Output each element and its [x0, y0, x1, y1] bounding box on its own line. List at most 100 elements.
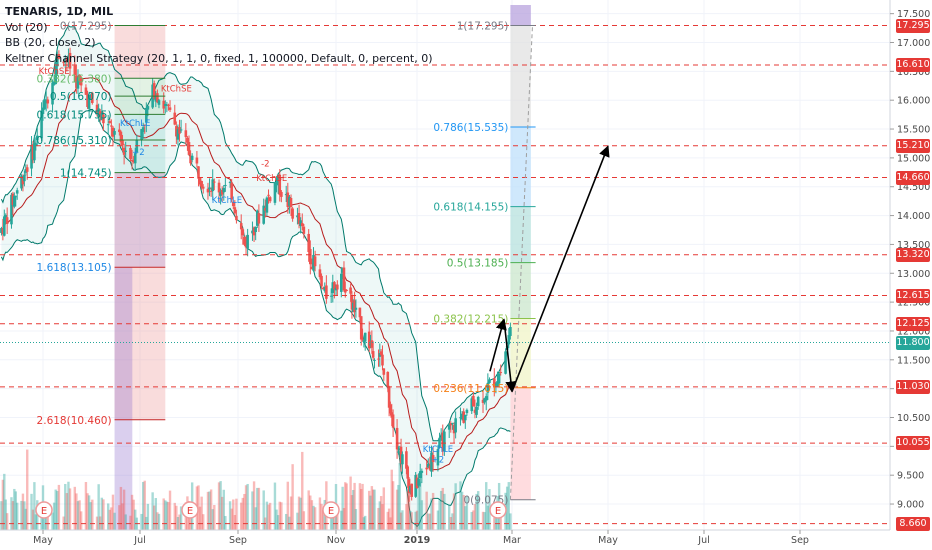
volume-bar [153, 505, 156, 530]
earnings-marker[interactable]: E [35, 501, 53, 519]
earnings-marker[interactable]: E [489, 501, 507, 519]
volume-bar [1, 479, 5, 530]
price-axis-label: 12.000 [897, 326, 930, 337]
volume-bar [141, 481, 145, 530]
price-axis-label: 16.500 [897, 67, 930, 78]
volume-bar [44, 512, 48, 530]
keltner-indicator-label[interactable]: Keltner Channel Strategy (20, 1, 1, 0, f… [5, 51, 433, 65]
volume-bar [67, 481, 70, 530]
bollinger-indicator-label[interactable]: BB (20, close, 2) [5, 36, 96, 49]
candle-body [345, 289, 348, 291]
volume-bar [51, 512, 54, 530]
volume-bar [129, 515, 132, 530]
earnings-marker[interactable]: E [322, 501, 340, 519]
candle-body [175, 126, 178, 137]
volume-bar [409, 510, 412, 530]
volume-bar [370, 486, 374, 530]
volume-bar [30, 493, 33, 530]
candle-body [454, 418, 457, 433]
signal-label: KtChSE [39, 67, 70, 77]
candle-body [43, 99, 46, 110]
time-axis-label: 2019 [404, 535, 430, 546]
svg-text:E: E [41, 506, 47, 517]
price-axis-label: 17.000 [897, 38, 930, 49]
candle-body [321, 287, 325, 290]
fib-right-label: 0.382(12.215) [433, 314, 508, 326]
candle-body [76, 77, 80, 89]
volume-bar [213, 504, 216, 530]
candle-body [494, 383, 498, 386]
candle-body [15, 190, 19, 194]
volume-indicator-label[interactable]: Vol (20) [5, 20, 48, 34]
candle-body [318, 269, 322, 278]
price-tag: 10.055 [896, 436, 930, 451]
candle-body [162, 100, 166, 109]
volume-bar [448, 504, 451, 530]
volume-bar [286, 481, 290, 530]
volume-bar [439, 490, 443, 530]
candle-body [163, 104, 167, 106]
candle-body [67, 55, 70, 63]
candle-body [198, 177, 202, 185]
candle-body [441, 432, 445, 452]
volume-bar [291, 464, 294, 530]
volume-bar [254, 507, 257, 530]
candle-body [425, 467, 428, 470]
price-tag: 14.660 [896, 170, 930, 185]
volume-bar [178, 514, 181, 530]
candle-body [189, 155, 192, 164]
candle-body [452, 425, 456, 434]
candle-body [325, 285, 328, 299]
candle-body [108, 121, 112, 123]
candle-body [331, 282, 335, 294]
volume-bar [371, 489, 375, 530]
fib-zone [114, 25, 166, 79]
volume-bar [493, 517, 496, 530]
volume-bar [505, 486, 509, 530]
price-tag: 15.210 [896, 138, 930, 153]
volume-bar [483, 512, 486, 530]
volume-bar [301, 451, 304, 530]
candle-body [378, 353, 382, 357]
volume-bar [341, 486, 344, 530]
candle-body [264, 207, 267, 211]
candle-body [486, 382, 490, 393]
volume-bar [470, 511, 473, 530]
volume-bar [46, 515, 49, 530]
volume-bar [410, 512, 413, 530]
candle-body [484, 396, 488, 401]
fib-left-label: 0.382(16.380) [37, 73, 112, 85]
fib-zone [114, 172, 166, 420]
candle-body [296, 215, 299, 218]
volume-bar [57, 484, 61, 530]
candle-body [308, 249, 312, 265]
candle-body [397, 451, 400, 453]
candle-body [399, 446, 403, 464]
volume-bar [360, 489, 363, 530]
candle-body [359, 316, 363, 340]
earnings-marker[interactable]: E [181, 501, 199, 519]
candle-body [363, 332, 367, 342]
candle-body [129, 147, 132, 159]
candle-body [167, 104, 170, 106]
volume-bar [79, 511, 83, 530]
candle-body [230, 182, 233, 200]
candle-body [391, 414, 395, 428]
volume-bar [378, 501, 382, 530]
volume-bar [176, 517, 180, 530]
volume-bar [211, 509, 214, 530]
volume-bar [373, 489, 376, 530]
candle-body [212, 181, 216, 183]
volume-bar [11, 501, 15, 530]
volume-bar [244, 485, 248, 530]
candle-body [379, 351, 383, 355]
candle-body [195, 157, 199, 164]
volume-bar [262, 490, 265, 530]
volume-bar [420, 500, 424, 530]
candle-body [370, 340, 374, 348]
candle-body [310, 266, 314, 270]
price-axis-label: 11.500 [897, 355, 930, 366]
volume-bar [296, 512, 299, 530]
candle-body [33, 142, 36, 161]
